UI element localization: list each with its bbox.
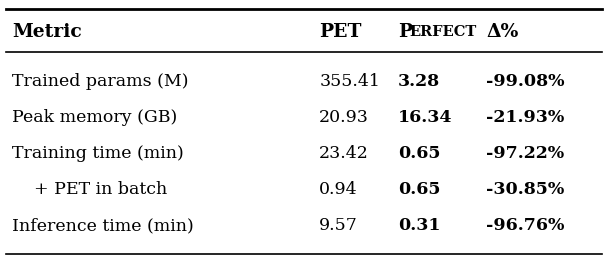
Text: Inference time (min): Inference time (min) — [12, 217, 194, 234]
Text: 16.34: 16.34 — [398, 109, 453, 126]
Text: -96.76%: -96.76% — [486, 217, 565, 234]
Text: Training time (min): Training time (min) — [12, 145, 184, 162]
Text: 9.57: 9.57 — [319, 217, 358, 234]
Text: 0.94: 0.94 — [319, 181, 358, 198]
Text: ERFECT: ERFECT — [409, 25, 477, 39]
Text: 3.28: 3.28 — [398, 73, 440, 90]
Text: 355.41: 355.41 — [319, 73, 380, 90]
Text: 23.42: 23.42 — [319, 145, 369, 162]
Text: -97.22%: -97.22% — [486, 145, 564, 162]
Text: 0.65: 0.65 — [398, 181, 441, 198]
Text: 0.31: 0.31 — [398, 217, 441, 234]
Text: + PET in batch: + PET in batch — [12, 181, 167, 198]
Text: Peak memory (GB): Peak memory (GB) — [12, 109, 178, 126]
Text: -30.85%: -30.85% — [486, 181, 565, 198]
Text: PET: PET — [319, 23, 362, 41]
Text: -21.93%: -21.93% — [486, 109, 565, 126]
Text: 0.65: 0.65 — [398, 145, 441, 162]
Text: P: P — [398, 23, 412, 41]
Text: Metric: Metric — [12, 23, 82, 41]
Text: Trained params (M): Trained params (M) — [12, 73, 188, 90]
Text: Δ%: Δ% — [486, 23, 519, 41]
Text: -99.08%: -99.08% — [486, 73, 565, 90]
Text: 20.93: 20.93 — [319, 109, 369, 126]
